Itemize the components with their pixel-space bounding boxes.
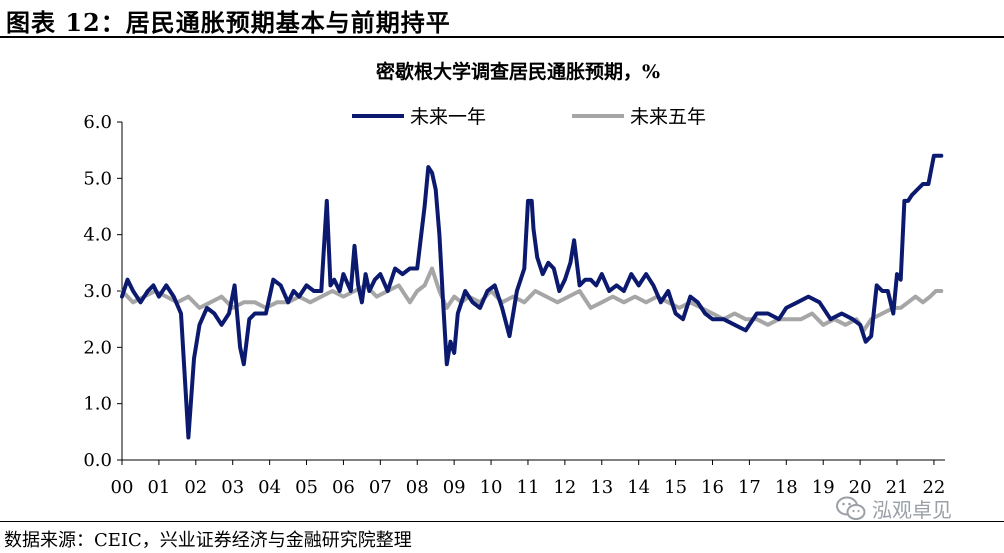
y-tick-label: 3.0 — [83, 281, 112, 302]
y-tick-label: 1.0 — [83, 394, 112, 415]
series-lines — [120, 153, 944, 440]
x-tick-label: 05 — [295, 477, 318, 498]
x-tick-label: 09 — [443, 477, 466, 498]
series-line-2 — [120, 266, 944, 333]
x-tick-label: 01 — [147, 477, 170, 498]
x-tick-label: 13 — [590, 477, 613, 498]
x-tick-label: 04 — [258, 477, 281, 498]
legend-label-2: 未来五年 — [630, 106, 706, 128]
chart-title: 密歇根大学调查居民通胀预期，% — [376, 60, 660, 83]
x-tick-label: 07 — [369, 477, 392, 498]
x-tick-label: 06 — [332, 477, 355, 498]
x-tick-label: 22 — [922, 477, 945, 498]
y-tick-label: 4.0 — [83, 225, 112, 246]
x-tick-label: 12 — [553, 477, 576, 498]
y-tick-label: 2.0 — [83, 337, 112, 358]
watermark: 泓观卓见 — [836, 494, 952, 523]
x-tick-label: 21 — [886, 477, 909, 498]
x-tick-label: 03 — [221, 477, 244, 498]
y-tick-label: 6.0 — [83, 112, 112, 133]
series-line-1 — [120, 153, 944, 440]
wechat-icon — [836, 496, 866, 520]
x-tick-label: 15 — [664, 477, 687, 498]
x-tick-label: 20 — [849, 477, 872, 498]
legend: 未来一年 未来五年 — [352, 106, 706, 128]
watermark-text: 泓观卓见 — [872, 498, 952, 522]
x-tick-label: 19 — [812, 477, 835, 498]
axes: 0.0 1.0 2.0 3.0 4.0 5.0 6.0 00 01 02 03 04 05 06 07 08 0… — [83, 112, 945, 498]
footer-divider — [0, 521, 1004, 522]
x-tick-label: 08 — [406, 477, 429, 498]
x-tick-label: 17 — [738, 477, 761, 498]
x-tick-label: 02 — [184, 477, 207, 498]
source-note: 数据来源：CEIC，兴业证券经济与金融研究院整理 — [4, 530, 412, 551]
x-tick-label: 11 — [517, 477, 540, 498]
x-tick-label: 18 — [775, 477, 798, 498]
title-divider — [0, 36, 1004, 38]
x-tick-label: 14 — [627, 477, 650, 498]
legend-label-1: 未来一年 — [410, 106, 486, 128]
x-tick-label: 00 — [111, 477, 134, 498]
figure-title: 图表 12：居民通胀预期基本与前期持平 — [6, 8, 451, 37]
line-chart: 密歇根大学调查居民通胀预期，% 未来一年 未来五年 0.0 1.0 2.0 3.0 4.0… — [83, 60, 945, 498]
y-tick-label: 5.0 — [83, 168, 112, 189]
y-tick-label: 0.0 — [83, 450, 112, 471]
x-tick-label: 10 — [480, 477, 503, 498]
x-tick-label: 16 — [701, 477, 724, 498]
